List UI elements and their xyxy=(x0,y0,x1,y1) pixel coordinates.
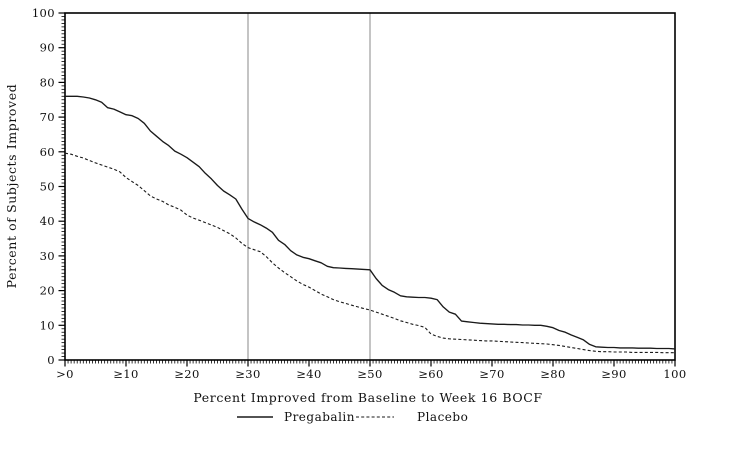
y-tick-label: 80 xyxy=(40,75,55,89)
y-tick-label: 100 xyxy=(32,6,55,20)
placebo-legend-label: Placebo xyxy=(417,410,468,424)
y-tick-label: 40 xyxy=(40,214,55,228)
x-tick-label: ≥20 xyxy=(174,367,199,381)
x-tick-label: ≥80 xyxy=(540,367,565,381)
legend: Pregabalin Placebo xyxy=(237,410,468,424)
x-tick-label: 100 xyxy=(663,367,686,381)
y-tick-label: 10 xyxy=(40,318,55,332)
chart-generated-layer: >0 ≥10 ≥20 ≥30 ≥40 ≥50 ≥60 ≥70 ≥80 ≥90 100 0 10 20 30 4… xyxy=(32,6,686,381)
x-tick-label: ≥70 xyxy=(479,367,504,381)
y-tick-label: 70 xyxy=(40,110,55,124)
y-tick-label: 30 xyxy=(40,249,55,263)
x-tick-label: ≥40 xyxy=(296,367,321,381)
y-axis-title: Percent of Subjects Improved xyxy=(4,84,19,289)
x-axis-title: Percent Improved from Baseline to Week 1… xyxy=(193,390,542,405)
pregabalin-curve xyxy=(65,95,676,350)
y-tick-label: 50 xyxy=(40,180,55,194)
x-tick-label: ≥60 xyxy=(418,367,443,381)
x-tick-label: ≥90 xyxy=(601,367,626,381)
x-tick-label: >0 xyxy=(56,367,74,381)
y-tick-label: 20 xyxy=(40,284,55,298)
x-tick-label: ≥30 xyxy=(235,367,260,381)
x-tick-label: ≥10 xyxy=(113,367,138,381)
pregabalin-legend-label: Pregabalin xyxy=(284,410,355,424)
placebo-curve xyxy=(64,152,675,354)
x-tick-label: ≥50 xyxy=(357,367,382,381)
y-tick-label: 60 xyxy=(40,145,55,159)
chart-text-layer: Percent of Subjects Improved Percent Imp… xyxy=(4,84,542,424)
y-tick-label: 0 xyxy=(47,353,55,367)
y-tick-label: 90 xyxy=(40,41,55,55)
